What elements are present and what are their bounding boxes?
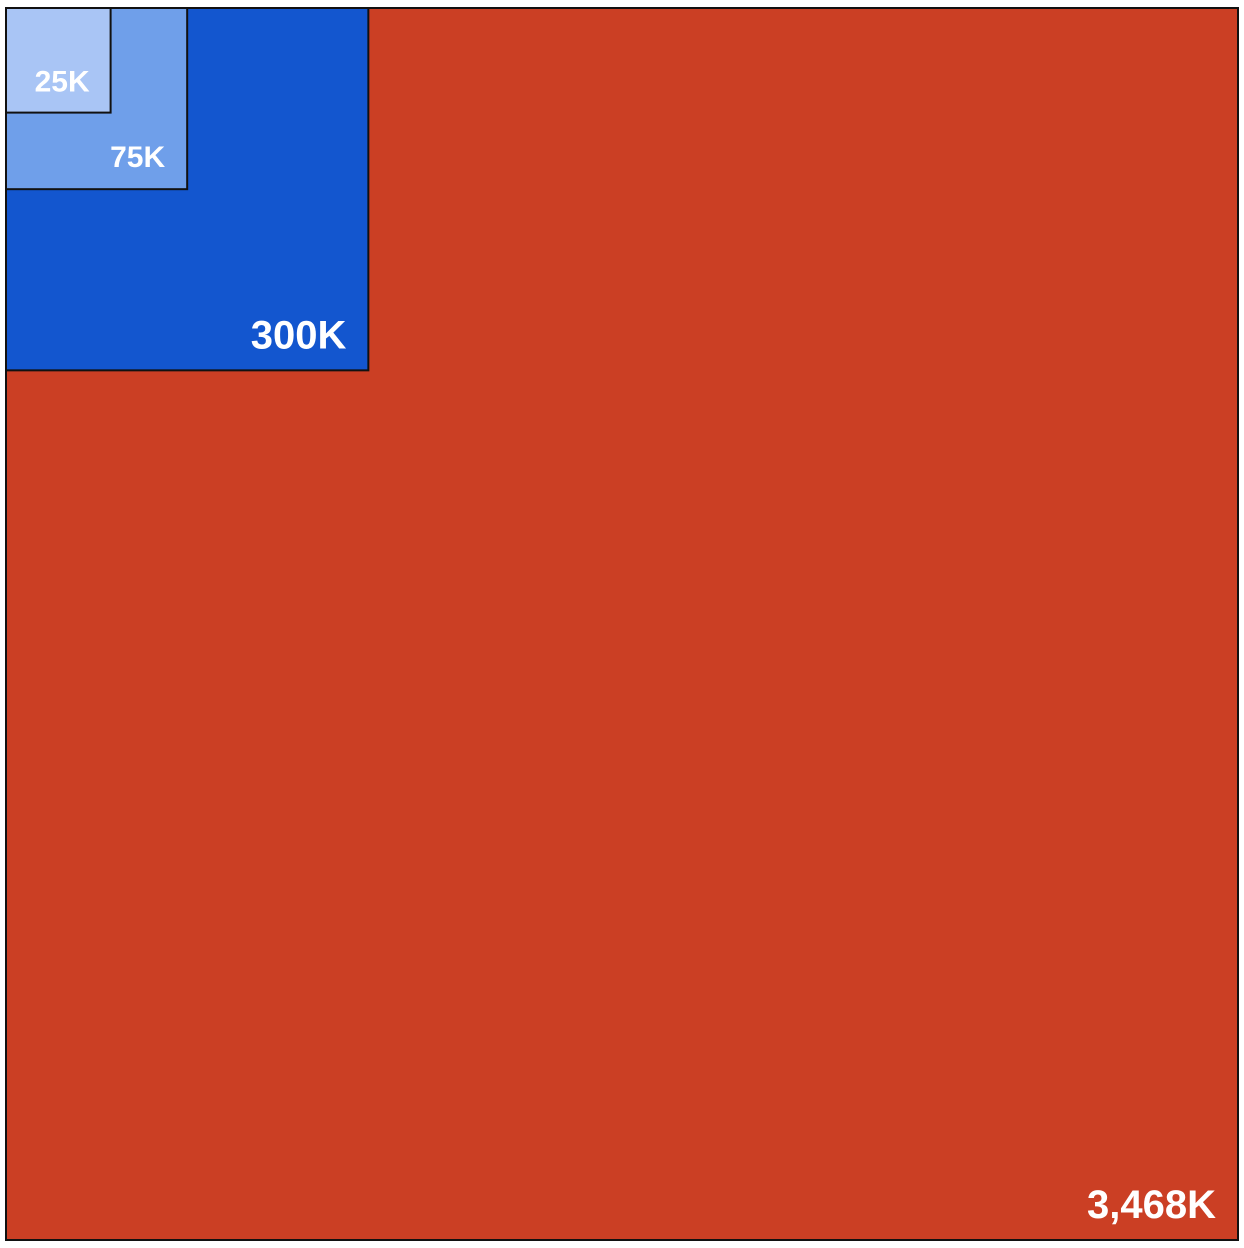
squares-layer xyxy=(5,7,1239,1241)
square-25k xyxy=(5,7,112,114)
labels-layer: 3,468K 300K 75K 25K xyxy=(35,66,1216,1227)
square-label-25k: 25K xyxy=(35,66,90,99)
square-label-75k: 75K xyxy=(110,141,165,174)
square-label-3468k: 3,468K xyxy=(1087,1183,1216,1227)
square-label-300k: 300K xyxy=(251,313,347,357)
